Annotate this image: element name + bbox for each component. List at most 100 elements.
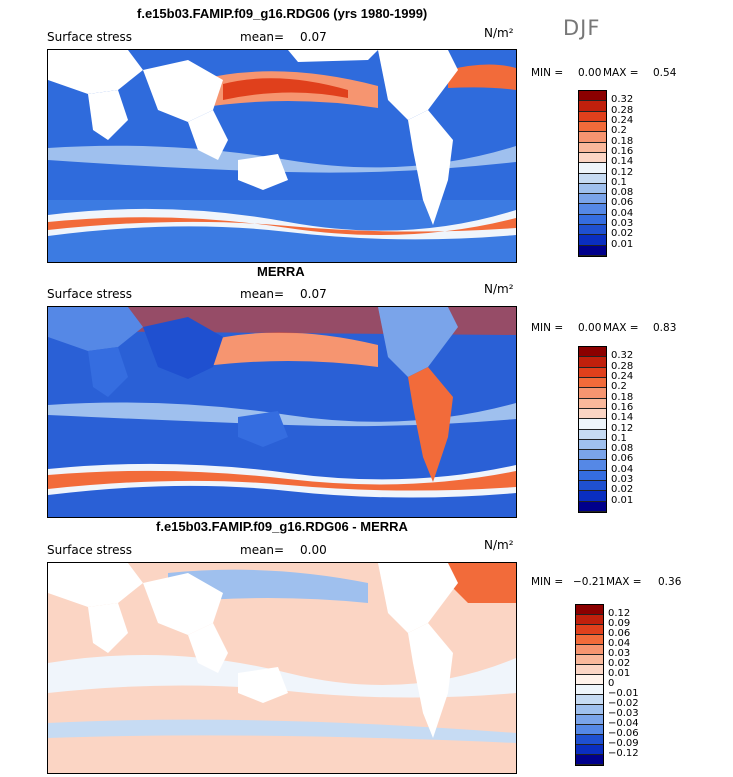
colorbar-swatch [579,245,606,256]
colorbar-tick-label: 0.09 [608,618,631,629]
panel1-max-label: MAX = [603,67,639,79]
colorbar-tick-label: 0.01 [611,238,634,250]
panel1-units: N/m² [484,26,514,40]
panel3-field-label: Surface stress [47,543,133,557]
colorbar-swatch [579,481,606,492]
colorbar-swatch [576,645,603,655]
colorbar-tick-label: 0.2 [611,381,627,393]
panel1-min-value: 0.00 [578,67,602,79]
colorbar-swatch [576,735,603,745]
colorbar-tick-label: 0 [608,678,615,689]
colorbar-swatch [576,715,603,725]
colorbar-swatch [579,204,606,215]
panel1-map [47,49,517,263]
colorbar-tick-label: −0.03 [608,708,639,719]
colorbar-tick-label: −0.09 [608,738,639,749]
panel3-min-label: MIN = [531,576,564,588]
colorbar-tick-label: 0.02 [608,658,631,669]
colorbar-tick-label: 0.1 [611,432,627,444]
colorbar-tick-label: 0.04 [611,207,634,219]
colorbar-swatch [576,685,603,695]
colorbar-tick-label: 0.12 [611,166,634,178]
colorbar-tick-label: 0.04 [608,638,631,649]
colorbar-swatch [579,111,606,122]
panel3-colorbar-labels: 0.12 0.09 0.06 0.04 0.03 0.02 0.01 0 −0.01 −0.02−… [608,604,652,764]
panel2-min-label: MIN = [531,322,564,334]
colorbar-swatch [579,408,606,420]
panel3-units: N/m² [484,538,514,552]
colorbar-swatch [579,398,606,409]
colorbar-swatch [579,121,606,133]
colorbar-tick-label: 0.16 [611,401,634,413]
colorbar-tick-label: 0.32 [611,350,634,362]
colorbar-tick-label: 0.03 [611,218,634,230]
colorbar-swatch [579,132,606,143]
colorbar-swatch [576,695,603,705]
panel2-max-label: MAX = [603,322,639,334]
panel2-colorbar-labels: 0.32 0.28 0.24 0.2 0.18 0.16 0.14 0.12 0.1 0.08 0.… [611,346,651,511]
colorbar-tick-label: −0.06 [608,728,639,739]
panel3-mean-value: 0.00 [300,543,327,557]
panel1-min-label: MIN = [531,67,564,79]
colorbar-swatch [576,755,603,765]
colorbar-tick-label: 0.2 [611,125,627,137]
panel1-mean-value: 0.07 [300,30,327,44]
panel3-min-value: −0.21 [573,576,606,588]
colorbar-tick-label: 0.16 [611,145,634,157]
panel3-mean-label: mean= [240,543,285,557]
colorbar-swatch [579,225,606,236]
panel1-max-value: 0.54 [653,67,677,79]
panel1-mean-label: mean= [240,30,285,44]
colorbar-tick-label: 0.14 [611,156,634,168]
colorbar-tick-label: 0.06 [611,197,634,209]
colorbar-tick-label: 0.1 [611,176,627,188]
colorbar-swatch [576,675,603,685]
colorbar-swatch [579,357,606,368]
colorbar-swatch [579,214,606,226]
colorbar-swatch [576,655,603,665]
colorbar-swatch [579,173,606,184]
colorbar-swatch [576,605,603,615]
panel2-field-label: Surface stress [47,287,133,301]
panel1-field-label: Surface stress [47,30,133,44]
colorbar-tick-label: 0.08 [611,187,634,199]
panel2-units: N/m² [484,282,514,296]
colorbar-swatch [579,142,606,153]
panel2-mean-value: 0.07 [300,287,327,301]
panel3-max-value: 0.36 [658,576,682,588]
colorbar-swatch [579,163,606,174]
colorbar-tick-label: −0.01 [608,688,639,699]
colorbar-swatch [579,367,606,378]
colorbar-swatch [579,235,606,246]
colorbar-swatch [576,705,603,715]
colorbar-swatch [579,501,606,512]
colorbar-swatch [579,429,606,440]
colorbar-swatch [579,491,606,502]
colorbar-tick-label: −0.04 [608,718,639,729]
panel2-min-value: 0.00 [578,322,602,334]
panel2-title: MERRA [257,264,305,279]
panel1-colorbar-labels: 0.32 0.28 0.24 0.2 0.18 0.16 0.14 0.12 0.1 0.08 0.… [611,90,651,255]
panel2-map [47,306,517,518]
colorbar-swatch [579,194,606,205]
colorbar-swatch [579,470,606,482]
colorbar-swatch [579,439,606,451]
colorbar-tick-label: 0.18 [611,391,634,403]
colorbar-tick-label: 0.12 [608,608,631,619]
colorbar-tick-label: 0.14 [611,412,634,424]
colorbar-tick-label: 0.02 [611,484,634,496]
colorbar-tick-label: 0.12 [611,422,634,434]
panel3-max-label: MAX = [606,576,642,588]
colorbar-swatch [579,377,606,389]
colorbar-tick-label: 0.06 [611,453,634,465]
colorbar-tick-label: 0.18 [611,135,634,147]
colorbar-tick-label: 0.01 [611,494,634,506]
colorbar-swatch [576,745,603,755]
panel1-title: f.e15b03.FAMIP.f09_g16.RDG06 (yrs 1980-1… [137,6,428,21]
colorbar-tick-label: 0.06 [608,628,631,639]
colorbar-swatch [576,665,603,675]
colorbar-tick-label: 0.01 [608,668,631,679]
colorbar-swatch [579,347,606,358]
colorbar-tick-label: 0.24 [611,114,634,126]
colorbar-swatch [576,635,603,645]
